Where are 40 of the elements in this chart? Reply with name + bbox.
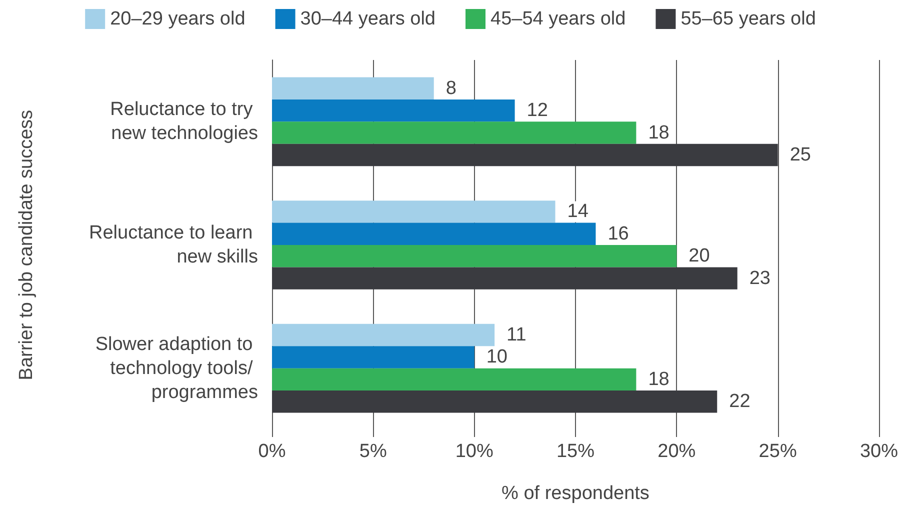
bar <box>272 200 556 223</box>
y-tick-label: Reluctance to try new technologies <box>110 99 258 144</box>
x-tick-label: 10% <box>455 441 494 462</box>
x-tick-label: 20% <box>658 441 696 462</box>
bar <box>272 267 738 290</box>
bar <box>272 222 596 245</box>
bar <box>272 346 474 368</box>
bar <box>272 390 718 413</box>
data-label: 18 <box>648 368 670 390</box>
bar <box>272 144 778 166</box>
legend-label: 45–54 years old <box>490 8 626 30</box>
legend-label: 20–29 years old <box>110 8 246 30</box>
bar <box>272 77 434 100</box>
x-tick-label: 25% <box>758 441 797 462</box>
legend-label: 55–65 years old <box>680 8 816 30</box>
data-label: 12 <box>526 100 548 122</box>
x-tick-label: 0% <box>258 441 286 462</box>
data-label: 14 <box>567 201 589 222</box>
x-axis-title: % of respondents <box>502 483 650 504</box>
bar <box>272 122 636 144</box>
data-label: 8 <box>446 78 456 99</box>
y-tick-label: Slower adaption to technology tools/ programmes <box>95 334 258 403</box>
data-label: 10 <box>486 346 508 368</box>
data-label: 25 <box>790 144 811 166</box>
bar <box>272 368 636 391</box>
data-label: 11 <box>506 324 526 346</box>
data-label: 18 <box>648 122 670 144</box>
bar <box>272 324 495 346</box>
x-tick-label: 15% <box>556 441 595 462</box>
legend-label: 30–44 years old <box>300 8 436 30</box>
x-tick-label: 30% <box>860 441 898 462</box>
y-tick-label: Reluctance to learn new skills <box>89 222 258 268</box>
data-label: 22 <box>729 391 750 412</box>
data-label: 23 <box>749 268 770 289</box>
data-label: 20 <box>688 246 710 267</box>
bar <box>272 245 677 268</box>
x-tick-label: 5% <box>359 441 387 462</box>
data-label: 16 <box>608 223 629 244</box>
y-axis-title: Barrier to job candidate success <box>16 110 37 380</box>
bar <box>272 99 515 122</box>
